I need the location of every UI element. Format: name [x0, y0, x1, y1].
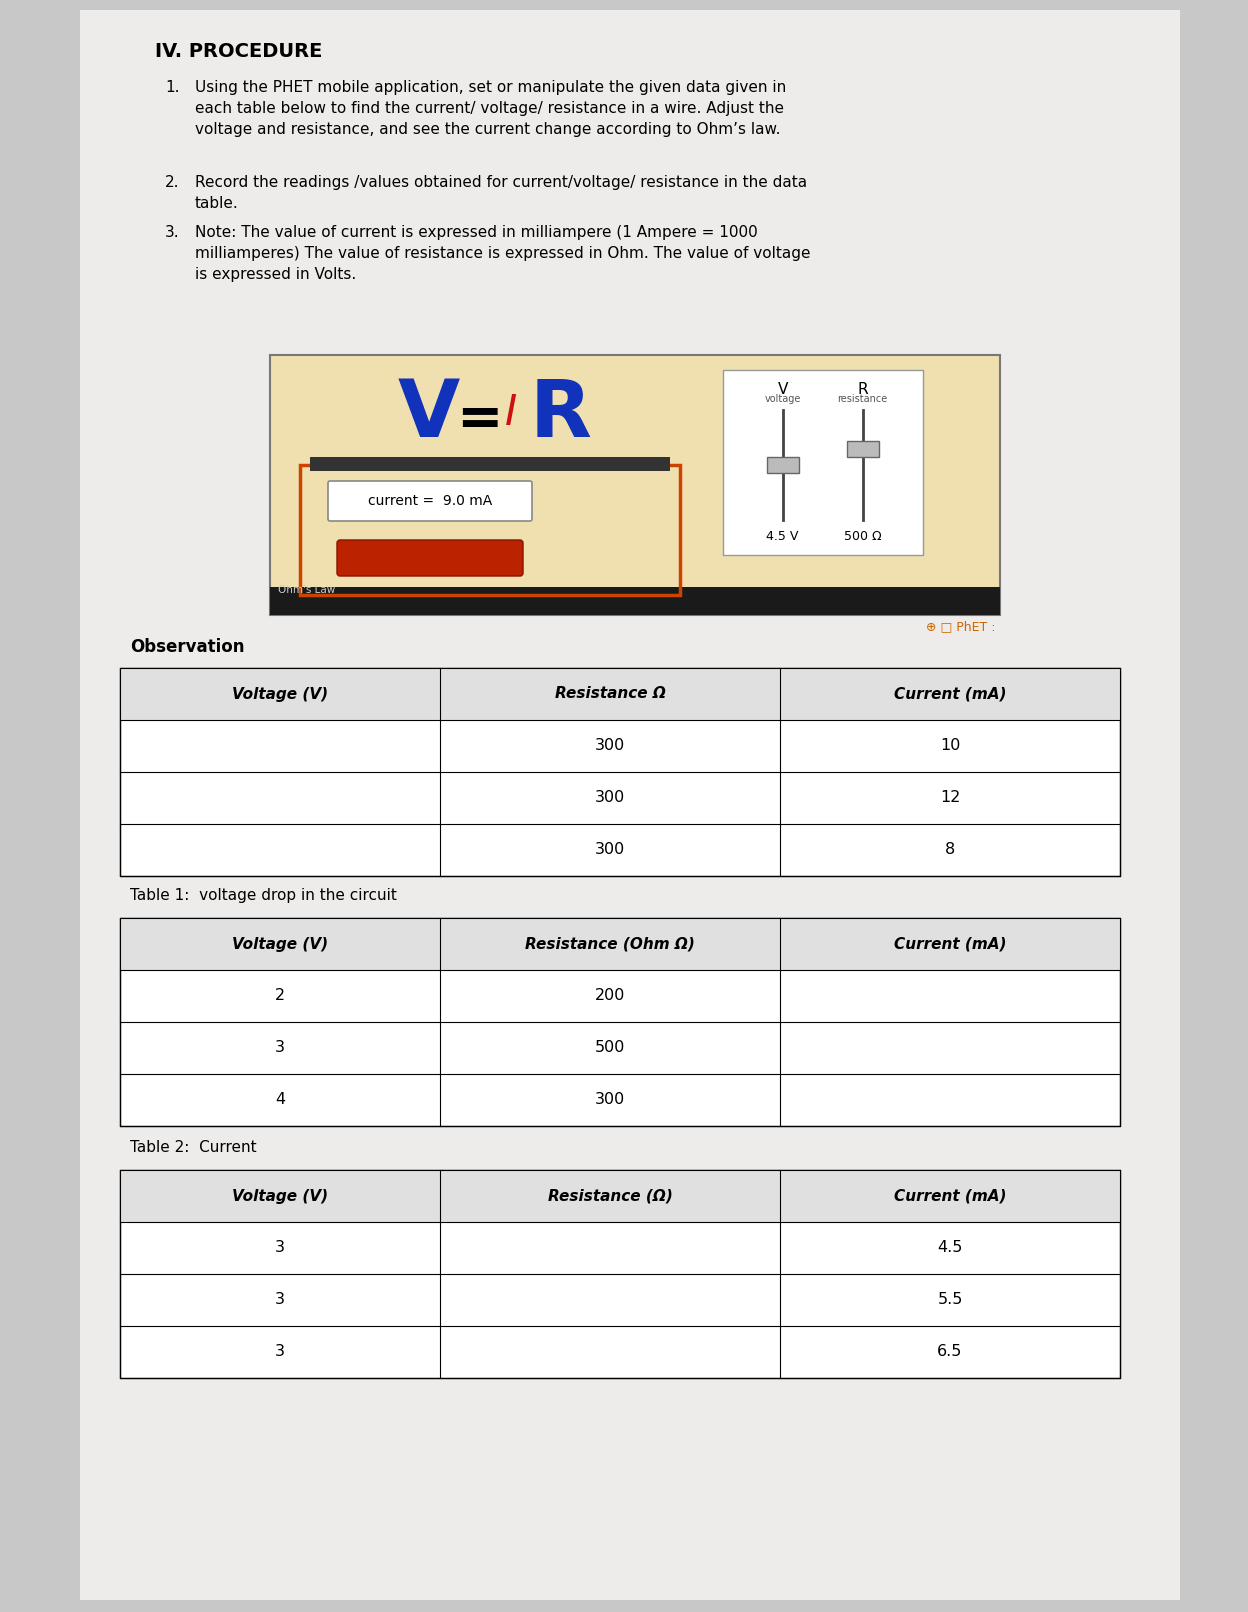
Text: 300: 300 [595, 843, 625, 858]
Text: Voltage (V): Voltage (V) [232, 687, 328, 701]
Bar [723, 371, 922, 555]
Bar [846, 440, 879, 456]
Text: 5.5: 5.5 [937, 1293, 962, 1307]
Bar [300, 464, 680, 595]
Bar [270, 587, 1000, 616]
Bar [80, 10, 1181, 1601]
Text: Table 1:  voltage drop in the circuit: Table 1: voltage drop in the circuit [130, 888, 397, 903]
FancyBboxPatch shape [337, 540, 523, 575]
Bar [120, 917, 1119, 970]
Text: 2: 2 [275, 988, 285, 1004]
Text: V: V [778, 382, 787, 397]
Text: Resistance (Ohm Ω): Resistance (Ohm Ω) [525, 937, 695, 951]
Text: I: I [505, 392, 517, 434]
Text: Record the readings /values obtained for current/voltage/ resistance in the data: Record the readings /values obtained for… [195, 176, 807, 211]
Text: 200: 200 [595, 988, 625, 1004]
Text: 300: 300 [595, 1093, 625, 1107]
Text: Voltage (V): Voltage (V) [232, 937, 328, 951]
Text: =: = [456, 393, 502, 447]
Text: Resistance (Ω): Resistance (Ω) [548, 1188, 673, 1204]
Text: Current (mA): Current (mA) [894, 1188, 1006, 1204]
Text: Ohm's Law: Ohm's Law [278, 585, 336, 595]
Text: Observation: Observation [130, 638, 245, 656]
Text: 500 Ω: 500 Ω [844, 530, 881, 543]
Text: Note: The value of current is expressed in milliampere (1 Ampere = 1000
milliamp: Note: The value of current is expressed … [195, 226, 810, 282]
Text: V: V [398, 376, 461, 455]
Text: 3.: 3. [165, 226, 180, 240]
Text: 3: 3 [275, 1241, 285, 1256]
Text: Current (mA): Current (mA) [894, 687, 1006, 701]
Text: 1.: 1. [165, 81, 180, 95]
Text: resistance: resistance [837, 393, 887, 405]
Text: 300: 300 [595, 790, 625, 806]
Bar [310, 456, 670, 471]
Text: 4: 4 [275, 1093, 285, 1107]
Text: 8: 8 [945, 843, 955, 858]
Bar [120, 917, 1119, 1127]
Bar [120, 1170, 1119, 1222]
Text: 3: 3 [275, 1040, 285, 1056]
Text: 2.: 2. [165, 176, 180, 190]
Text: 4.5: 4.5 [937, 1241, 962, 1256]
Text: voltage: voltage [765, 393, 801, 405]
Text: 12: 12 [940, 790, 960, 806]
Text: R: R [530, 376, 592, 455]
Text: 6.5: 6.5 [937, 1344, 962, 1359]
Text: 500: 500 [595, 1040, 625, 1056]
Bar [270, 355, 1000, 616]
Text: 3: 3 [275, 1293, 285, 1307]
Text: current =  9.0 mA: current = 9.0 mA [368, 493, 492, 508]
Text: Current (mA): Current (mA) [894, 937, 1006, 951]
Text: Resistance Ω: Resistance Ω [554, 687, 665, 701]
Bar [120, 667, 1119, 721]
Bar [120, 667, 1119, 875]
Text: IV. PROCEDURE: IV. PROCEDURE [155, 42, 322, 61]
Text: R: R [857, 382, 867, 397]
FancyBboxPatch shape [328, 480, 532, 521]
Bar [766, 456, 799, 472]
Text: Voltage (V): Voltage (V) [232, 1188, 328, 1204]
Bar [120, 1170, 1119, 1378]
Text: 10: 10 [940, 738, 960, 753]
Text: 300: 300 [595, 738, 625, 753]
Text: 4.5 V: 4.5 V [766, 530, 799, 543]
Text: Table 2:  Current: Table 2: Current [130, 1140, 257, 1156]
Text: Using the PHET mobile application, set or manipulate the given data given in
eac: Using the PHET mobile application, set o… [195, 81, 786, 137]
Text: ⊕ □ PhET :: ⊕ □ PhET : [926, 621, 995, 634]
Text: 3: 3 [275, 1344, 285, 1359]
